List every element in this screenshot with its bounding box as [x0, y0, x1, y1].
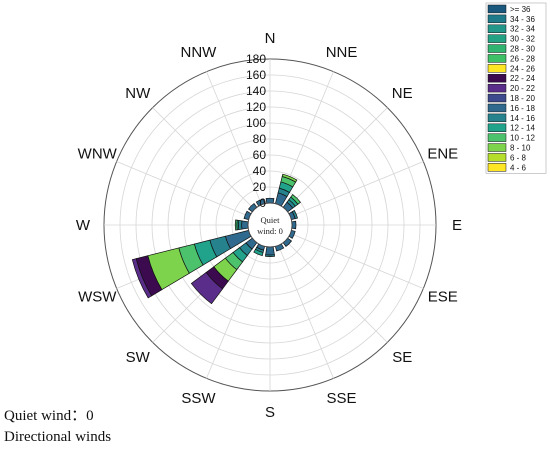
petal-segment-wsw — [131, 258, 153, 299]
direction-label-s: S — [265, 404, 275, 421]
legend-swatch — [487, 64, 507, 73]
radial-tick-160: 160 — [246, 68, 266, 82]
legend-swatch — [487, 74, 507, 83]
direction-label-sse: SSE — [327, 390, 357, 407]
legend-label: 6 - 8 — [510, 153, 527, 162]
radial-tick-labels: 0 20 40 60 80 100 120 140 160 180 — [246, 52, 266, 210]
direction-label-ssw: SSW — [181, 390, 216, 407]
direction-labels: N NNE NE ENE E ESE SE SSE S SSW SW WSW W WNW NW NNW — [76, 30, 462, 421]
direction-label-se: SE — [392, 349, 412, 366]
radial-tick-100: 100 — [246, 116, 266, 130]
petal-segment-s — [265, 246, 275, 256]
legend-swatch — [487, 133, 507, 142]
legend-swatch — [487, 103, 507, 113]
petal-segment-n — [265, 197, 275, 204]
grid-spoke — [278, 245, 334, 379]
legend-swatch — [487, 113, 507, 123]
grid-spoke — [152, 107, 255, 210]
direction-label-nw: NW — [125, 85, 151, 102]
legend-swatch — [487, 34, 507, 43]
grid-spoke — [206, 245, 262, 379]
legend-swatch — [487, 93, 507, 103]
legend-label: 28 - 30 — [510, 45, 535, 54]
petal-segment-ssw — [253, 248, 264, 257]
legend-label: 26 - 28 — [510, 54, 535, 63]
legend-label: 10 - 12 — [510, 134, 535, 143]
grid-spoke — [206, 71, 262, 205]
quiet-wind-note: Quiet wind：0 — [4, 408, 94, 424]
petal-segment-ne — [290, 194, 301, 205]
grid-spoke — [285, 107, 388, 210]
grid-spoke — [116, 161, 250, 217]
radial-tick-20: 20 — [253, 180, 267, 194]
legend-swatch — [487, 44, 507, 53]
petal-segment-sw — [190, 271, 224, 305]
legend-label: 20 - 22 — [510, 84, 535, 93]
direction-label-ese: ESE — [428, 289, 458, 306]
legend-label: 16 - 18 — [510, 104, 535, 113]
direction-label-e: E — [452, 217, 462, 234]
grid-spoke — [285, 240, 388, 343]
legend-label: 12 - 14 — [510, 124, 535, 133]
directional-winds-note: Directional winds — [4, 429, 112, 445]
legend-label: >= 36 — [510, 5, 531, 14]
legend-label: 24 - 26 — [510, 64, 535, 73]
radial-tick-80: 80 — [253, 132, 267, 146]
legend-swatch — [487, 4, 507, 14]
petal-segment-ene — [291, 209, 298, 220]
petal-segment-s — [264, 254, 276, 257]
radial-tick-0: 0 — [259, 196, 266, 210]
quiet-wind-circle — [247, 202, 293, 248]
direction-label-nnw: NNW — [181, 44, 218, 61]
petal-segment-nne — [281, 173, 298, 183]
radial-tick-140: 140 — [246, 84, 266, 98]
legend-label: 32 - 34 — [510, 25, 535, 34]
direction-label-ne: NE — [392, 85, 413, 102]
legend-label: 22 - 24 — [510, 74, 535, 83]
radial-tick-40: 40 — [253, 164, 267, 178]
direction-label-wsw: WSW — [78, 289, 117, 306]
direction-label-sw: SW — [126, 349, 151, 366]
legend-label: 34 - 36 — [510, 15, 535, 24]
direction-label-wnw: WNW — [78, 145, 118, 162]
legend-swatch — [487, 123, 507, 132]
legend-label: 18 - 20 — [510, 94, 535, 103]
petal-segment-w — [238, 219, 243, 231]
legend-label: 4 - 6 — [510, 163, 527, 172]
radial-tick-60: 60 — [253, 148, 267, 162]
grid-spoke — [290, 233, 424, 289]
radial-tick-120: 120 — [246, 100, 266, 114]
legend-swatch — [487, 54, 507, 63]
petal-segment-w — [234, 219, 238, 231]
radial-tick-180: 180 — [246, 52, 266, 66]
direction-label-n: N — [265, 30, 276, 47]
legend-swatch — [487, 153, 507, 162]
legend-swatch — [487, 14, 507, 24]
quiet-wind-label: wind: 0 — [257, 226, 283, 236]
legend-swatch — [487, 24, 507, 33]
legend-swatch — [487, 143, 507, 152]
legend-swatch — [487, 163, 507, 172]
legend-swatch — [487, 83, 507, 93]
direction-label-w: W — [76, 217, 91, 234]
direction-label-nne: NNE — [326, 44, 358, 61]
legend-label: 14 - 16 — [510, 114, 535, 123]
petal-segment-w — [241, 220, 249, 230]
legend-label: 30 - 32 — [510, 35, 535, 44]
legend-label: 8 - 10 — [510, 144, 531, 153]
grid-spoke — [290, 161, 424, 217]
wind-petals — [131, 173, 301, 305]
polar-grid — [103, 58, 437, 392]
quiet-wind-label: Quiet — [261, 215, 281, 225]
direction-label-ene: ENE — [427, 145, 458, 162]
